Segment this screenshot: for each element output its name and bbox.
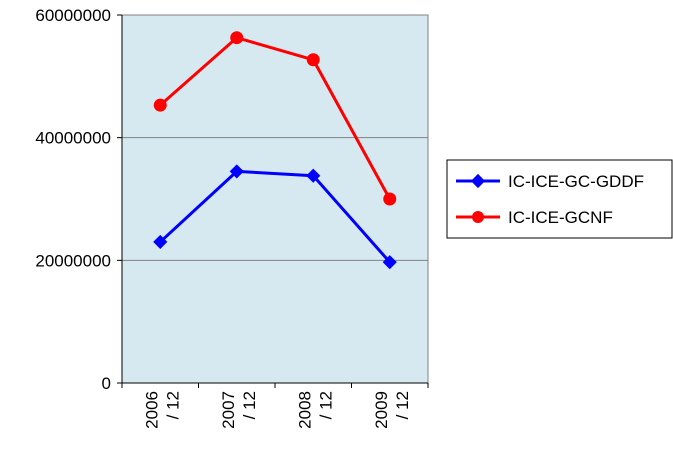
x-tick-label-text: 2007/ 12: [219, 391, 259, 429]
x-tick-label-text: 2006/ 12: [142, 391, 182, 429]
x-axis-ticks: 2006/ 12 2007/ 12 2008/ 12 2009/ 12: [121, 383, 429, 429]
x-tick-label: 2006/ 12: [142, 391, 182, 429]
legend-label-series-1: IC-ICE-GC-GDDF: [508, 172, 644, 191]
x-tick-label: 2007/ 12: [219, 391, 259, 429]
x-tick-label-line: 2008: [295, 391, 314, 429]
y-tick-label: 60000000: [35, 6, 111, 25]
data-point-marker: [383, 192, 397, 206]
series-line-1: [159, 169, 391, 264]
x-tick-label-line: / 12: [163, 391, 182, 419]
data-point-marker: [153, 234, 168, 250]
legend-marker-series-2: [472, 211, 484, 223]
y-tick-label: 40000000: [35, 129, 111, 148]
x-tick-label: 2009/ 12: [372, 391, 412, 429]
x-tick-label-text: 2008/ 12: [295, 391, 335, 429]
y-tick-label: 20000000: [35, 251, 111, 270]
legend-label-series-2: IC-ICE-GCNF: [508, 208, 613, 227]
data-point-marker: [306, 53, 320, 67]
legend-marker-series-1: [470, 173, 486, 189]
x-tick-label-line: / 12: [240, 391, 259, 419]
x-tick-label-line: / 12: [316, 391, 335, 419]
x-tick-label-line: 2006: [142, 391, 161, 429]
y-axis-ticks: 0 20000000 40000000 60000000: [35, 6, 122, 393]
x-tick-label-line: / 12: [393, 391, 412, 419]
series-layer: [153, 31, 397, 270]
x-tick-label-text: 2009/ 12: [372, 391, 412, 429]
grid-lines: [122, 137, 428, 261]
data-point-marker: [306, 168, 321, 183]
y-tick-label: 0: [102, 374, 111, 393]
plot-area: [121, 14, 429, 384]
data-point-marker: [382, 255, 397, 270]
data-point-marker: [230, 31, 244, 45]
legend-box: [446, 159, 673, 239]
data-point-marker: [153, 98, 167, 112]
legend: IC-ICE-GC-GDDF IC-ICE-GCNF: [446, 159, 673, 239]
x-tick-label-line: 2007: [219, 391, 238, 429]
x-tick-label: 2008/ 12: [295, 391, 335, 429]
data-point-marker: [229, 164, 244, 179]
series-line-2: [159, 36, 392, 200]
x-tick-label-line: 2009: [372, 391, 391, 429]
